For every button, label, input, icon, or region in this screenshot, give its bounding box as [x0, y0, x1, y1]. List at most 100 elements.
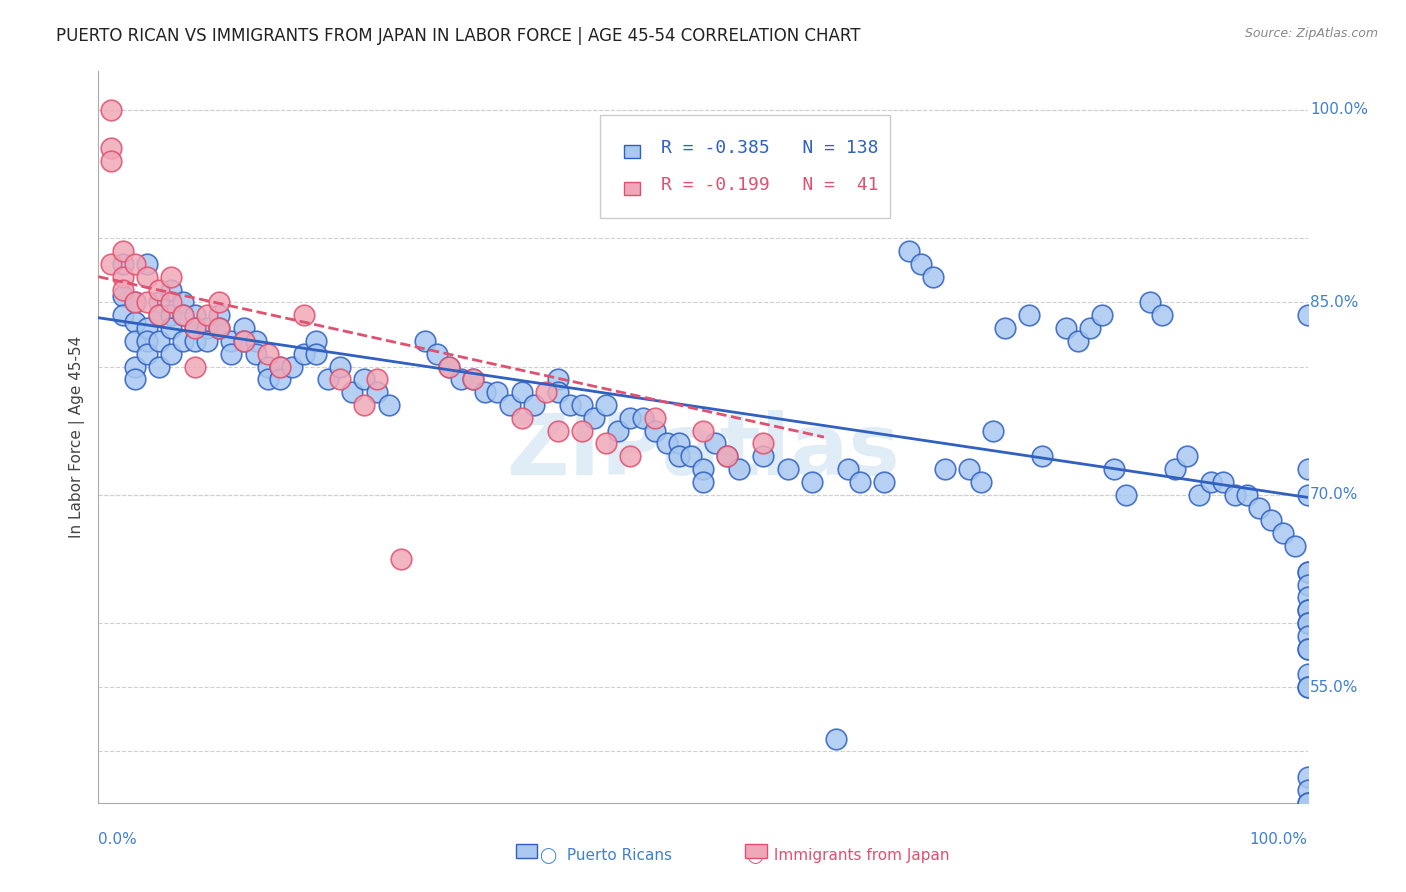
- Puerto Ricans: [547, 372, 569, 386]
- Puerto Ricans: [1296, 681, 1319, 695]
- Puerto Ricans: [970, 475, 993, 489]
- Puerto Ricans: [1296, 603, 1319, 617]
- Immigrants from Japan: [148, 308, 170, 322]
- Puerto Ricans: [1296, 629, 1319, 643]
- Puerto Ricans: [558, 398, 581, 412]
- Puerto Ricans: [160, 308, 183, 322]
- Immigrants from Japan: [124, 295, 146, 310]
- Puerto Ricans: [607, 424, 630, 438]
- Text: ZIPatlas: ZIPatlas: [506, 410, 900, 493]
- Puerto Ricans: [692, 475, 714, 489]
- Puerto Ricans: [728, 462, 751, 476]
- Immigrants from Japan: [463, 372, 485, 386]
- Puerto Ricans: [1139, 295, 1161, 310]
- Puerto Ricans: [595, 398, 617, 412]
- Puerto Ricans: [1296, 488, 1319, 502]
- Puerto Ricans: [498, 398, 520, 412]
- Puerto Ricans: [1284, 539, 1306, 553]
- Immigrants from Japan: [692, 424, 714, 438]
- Puerto Ricans: [1067, 334, 1090, 348]
- Text: ◯  Immigrants from Japan: ◯ Immigrants from Japan: [747, 847, 949, 863]
- Puerto Ricans: [1163, 462, 1185, 476]
- Puerto Ricans: [148, 359, 170, 374]
- Puerto Ricans: [124, 372, 146, 386]
- Puerto Ricans: [172, 308, 194, 322]
- Puerto Ricans: [245, 346, 267, 360]
- Puerto Ricans: [523, 398, 546, 412]
- Puerto Ricans: [571, 398, 593, 412]
- Puerto Ricans: [1296, 796, 1319, 810]
- Immigrants from Japan: [100, 141, 122, 155]
- Immigrants from Japan: [135, 269, 157, 284]
- Puerto Ricans: [413, 334, 436, 348]
- Puerto Ricans: [655, 436, 678, 450]
- Puerto Ricans: [1296, 577, 1319, 591]
- Puerto Ricans: [463, 372, 485, 386]
- Immigrants from Japan: [100, 103, 122, 117]
- Puerto Ricans: [1296, 308, 1319, 322]
- Puerto Ricans: [111, 308, 134, 322]
- Puerto Ricans: [994, 321, 1017, 335]
- Immigrants from Japan: [716, 450, 738, 464]
- FancyBboxPatch shape: [624, 145, 640, 159]
- FancyBboxPatch shape: [516, 845, 537, 858]
- Puerto Ricans: [934, 462, 956, 476]
- Puerto Ricans: [510, 385, 533, 400]
- Puerto Ricans: [1102, 462, 1125, 476]
- Immigrants from Japan: [595, 436, 617, 450]
- Puerto Ricans: [195, 334, 218, 348]
- Puerto Ricans: [208, 308, 231, 322]
- Puerto Ricans: [135, 321, 157, 335]
- Text: 85.0%: 85.0%: [1310, 295, 1358, 310]
- Text: R = -0.385   N = 138: R = -0.385 N = 138: [661, 139, 879, 157]
- Puerto Ricans: [631, 410, 654, 425]
- Immigrants from Japan: [619, 450, 641, 464]
- Text: Source: ZipAtlas.com: Source: ZipAtlas.com: [1244, 27, 1378, 40]
- Immigrants from Japan: [571, 424, 593, 438]
- Immigrants from Japan: [148, 283, 170, 297]
- Immigrants from Japan: [160, 295, 183, 310]
- Puerto Ricans: [1152, 308, 1174, 322]
- Text: 55.0%: 55.0%: [1310, 680, 1358, 695]
- Puerto Ricans: [837, 462, 859, 476]
- Puerto Ricans: [256, 372, 278, 386]
- Puerto Ricans: [981, 424, 1004, 438]
- Puerto Ricans: [329, 359, 352, 374]
- Puerto Ricans: [148, 295, 170, 310]
- Puerto Ricans: [135, 257, 157, 271]
- Puerto Ricans: [1054, 321, 1077, 335]
- Puerto Ricans: [1115, 488, 1137, 502]
- Puerto Ricans: [1296, 681, 1319, 695]
- Puerto Ricans: [849, 475, 872, 489]
- Puerto Ricans: [1031, 450, 1053, 464]
- Immigrants from Japan: [184, 359, 207, 374]
- Immigrants from Japan: [644, 410, 666, 425]
- Puerto Ricans: [547, 385, 569, 400]
- Puerto Ricans: [486, 385, 509, 400]
- Puerto Ricans: [124, 295, 146, 310]
- Puerto Ricans: [124, 315, 146, 329]
- Puerto Ricans: [704, 436, 727, 450]
- Puerto Ricans: [1272, 526, 1295, 541]
- Immigrants from Japan: [292, 308, 315, 322]
- Puerto Ricans: [897, 244, 920, 258]
- Puerto Ricans: [1236, 488, 1258, 502]
- Puerto Ricans: [1296, 616, 1319, 631]
- Puerto Ricans: [160, 346, 183, 360]
- Puerto Ricans: [377, 398, 399, 412]
- Puerto Ricans: [111, 289, 134, 303]
- Puerto Ricans: [1296, 565, 1319, 579]
- Puerto Ricans: [160, 321, 183, 335]
- Puerto Ricans: [1296, 783, 1319, 797]
- Puerto Ricans: [221, 346, 243, 360]
- Immigrants from Japan: [195, 308, 218, 322]
- Immigrants from Japan: [111, 283, 134, 297]
- Puerto Ricans: [1296, 641, 1319, 656]
- Puerto Ricans: [316, 372, 339, 386]
- Puerto Ricans: [957, 462, 980, 476]
- Immigrants from Japan: [437, 359, 460, 374]
- Puerto Ricans: [184, 321, 207, 335]
- Immigrants from Japan: [111, 269, 134, 284]
- Puerto Ricans: [305, 346, 328, 360]
- Puerto Ricans: [619, 410, 641, 425]
